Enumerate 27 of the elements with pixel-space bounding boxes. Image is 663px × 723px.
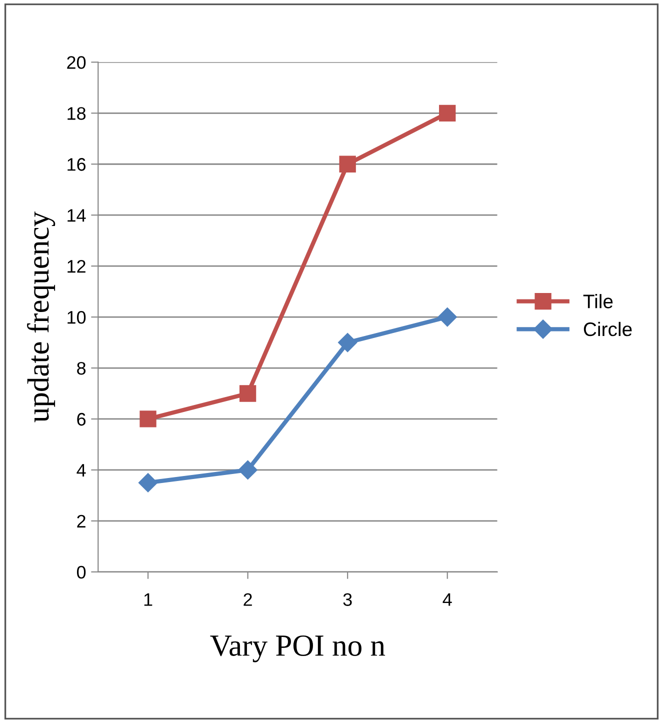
point xyxy=(238,460,258,480)
y-tick-label: 18 xyxy=(68,107,86,120)
x-tick-label: 3 xyxy=(343,593,352,606)
y-tick-label: 8 xyxy=(77,362,86,375)
point xyxy=(239,385,256,402)
point xyxy=(339,156,356,172)
legend-label: Circle xyxy=(584,322,632,336)
point xyxy=(439,104,456,122)
x-tick-label: 1 xyxy=(144,593,152,606)
y-tick-label: 20 xyxy=(67,56,86,69)
point xyxy=(138,473,158,492)
y-tick-label: 6 xyxy=(77,412,86,426)
legend-label: Tile xyxy=(583,294,613,308)
y-tick-label: 10 xyxy=(68,310,86,324)
y-tick-label: 16 xyxy=(68,158,86,171)
y-tick-label: 4 xyxy=(76,464,86,476)
x-tick-label: 2 xyxy=(244,593,252,606)
x-tick-label: 4 xyxy=(442,593,452,606)
y-tick-label: 0 xyxy=(76,566,86,579)
point xyxy=(338,332,358,352)
y-tick-label: 14 xyxy=(68,209,86,222)
y-tick-label: 2 xyxy=(77,514,86,528)
y-axis-title: update frequency xyxy=(27,212,56,422)
y-tick-label: 12 xyxy=(68,260,86,273)
point xyxy=(140,410,156,428)
point xyxy=(438,308,457,327)
x-axis-title: Vary POI no n xyxy=(210,635,386,662)
